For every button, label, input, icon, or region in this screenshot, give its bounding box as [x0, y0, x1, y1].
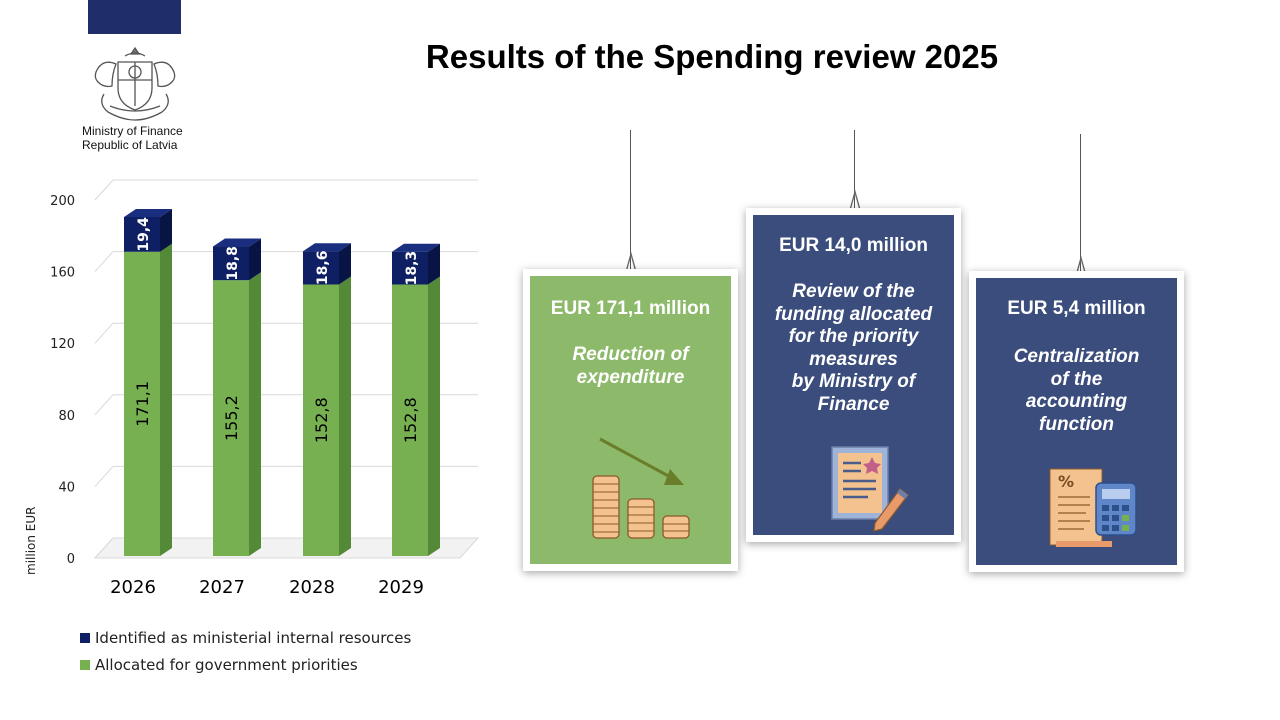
data-label-green: 152,8	[401, 397, 420, 443]
ministry-line-2: Republic of Latvia	[82, 138, 178, 152]
gridline-depth	[94, 466, 114, 487]
card-desc-line: measures	[809, 348, 898, 370]
card-desc-line: expenditure	[576, 366, 685, 388]
y-tick-label: 80	[58, 409, 75, 424]
card-desc-line: by Ministry of	[791, 371, 916, 392]
data-label-navy: 18,6	[315, 251, 331, 286]
bar-navy-front	[303, 251, 339, 285]
card-desc-line: Reduction of	[572, 344, 689, 365]
card-reduction-of-expenditure: EUR 171,1 million Reduction of expenditu…	[523, 269, 738, 571]
flag-banner	[88, 0, 181, 34]
card-panel: EUR 171,1 million Reduction of expenditu…	[530, 276, 731, 564]
card-review-of-funding: EUR 14,0 million Review of the funding a…	[746, 208, 961, 542]
legend-swatch-navy	[80, 632, 90, 643]
bar-green-side	[339, 276, 351, 556]
data-label-green: 152,8	[312, 397, 331, 443]
legend-item-government-priorities: Allocated for government priorities	[80, 651, 411, 678]
calculator-receipt-icon: %	[1049, 468, 1137, 547]
card-panel: EUR 5,4 million Centralization of the ac…	[976, 278, 1177, 565]
bar-navy-side	[160, 209, 172, 252]
x-tick-label: 2027	[199, 577, 245, 598]
card-description: Reduction of expenditure	[530, 344, 731, 389]
card-desc-line: Review of the	[792, 281, 915, 302]
y-tick-label: 160	[50, 266, 75, 281]
card-description: Review of the funding allocated for the …	[753, 281, 954, 416]
x-tick-label: 2026	[110, 577, 156, 598]
card-centralization-accounting: EUR 5,4 million Centralization of the ac…	[969, 271, 1184, 572]
data-label-green: 155,2	[222, 395, 241, 441]
hanging-string	[854, 130, 855, 208]
card-desc-line: accounting	[1025, 391, 1128, 412]
chart-floor	[93, 537, 480, 559]
card-panel: EUR 14,0 million Review of the funding a…	[753, 215, 954, 535]
legend-label: Allocated for government priorities	[95, 655, 358, 674]
bar-navy-front	[124, 217, 160, 252]
y-tick-label: 0	[67, 552, 75, 567]
x-tick-label: 2028	[289, 577, 335, 598]
x-tick-label: 2029	[378, 577, 424, 598]
hanging-string	[630, 130, 631, 270]
bar-navy-side	[428, 243, 440, 285]
document-pencil-icon	[831, 446, 909, 532]
y-axis-label: million EUR	[24, 507, 38, 576]
legend-swatch-green	[80, 659, 90, 670]
data-label-navy: 19,4	[136, 217, 152, 252]
card-description: Centralization of the accounting functio…	[976, 346, 1177, 436]
data-label-navy: 18,8	[225, 246, 241, 281]
bar-green-side	[249, 272, 261, 556]
bar-navy-front	[392, 251, 428, 285]
data-label-green: 171,1	[133, 381, 152, 427]
y-tick-label: 200	[50, 194, 75, 209]
stacked-bar-chart: 0 40 80 120 160 200 million EUR 171,1 19,4 2026 15…	[24, 179, 480, 598]
page-title: Results of the Spending review 2025	[425, 38, 999, 75]
bar-green-side	[428, 276, 440, 556]
gridline-depth	[94, 322, 114, 344]
card-desc-line: Finance	[817, 393, 890, 415]
bar-green-side	[160, 243, 172, 556]
card-amount: EUR 5,4 million	[1007, 298, 1146, 319]
gridline-depth	[94, 179, 114, 201]
hanging-string	[1080, 134, 1081, 272]
bar-top	[124, 209, 172, 218]
legend-label: Identified as ministerial internal resou…	[95, 628, 412, 647]
card-amount: EUR 171,1 million	[550, 298, 711, 319]
card-desc-line: function	[1039, 413, 1114, 435]
bar-navy-side	[249, 238, 261, 281]
data-label-navy: 18,3	[404, 251, 420, 286]
y-tick-label: 40	[58, 480, 75, 495]
card-desc-line: Centralization	[1013, 346, 1140, 367]
card-desc-line: for the priority	[788, 326, 919, 347]
bar-green-front	[303, 284, 339, 556]
coins-down-icon	[592, 437, 690, 539]
ministry-line-1: Ministry of Finance	[82, 124, 183, 138]
legend-item-internal-resources: Identified as ministerial internal resou…	[80, 624, 411, 651]
bar-green-front	[124, 251, 160, 556]
y-tick-label: 120	[50, 337, 75, 352]
card-desc-line: of the	[1050, 368, 1103, 390]
chart-legend: Identified as ministerial internal resou…	[80, 624, 411, 678]
bar-navy-side	[339, 243, 351, 285]
card-desc-line: funding allocated	[774, 303, 933, 325]
svg-text:%: %	[1058, 472, 1074, 491]
bar-top	[303, 243, 351, 252]
ministry-name: Ministry of Finance Republic of Latvia	[82, 124, 183, 152]
card-amount: EUR 14,0 million	[779, 235, 928, 256]
bar-navy-front	[213, 246, 249, 281]
bar-top	[392, 243, 440, 252]
gridline-depth	[94, 251, 114, 272]
bar-green-front	[392, 284, 428, 556]
bar-green-front	[213, 280, 249, 556]
bar-top	[213, 238, 261, 247]
gridline-depth	[94, 394, 114, 416]
coat-of-arms-logo	[94, 46, 176, 121]
